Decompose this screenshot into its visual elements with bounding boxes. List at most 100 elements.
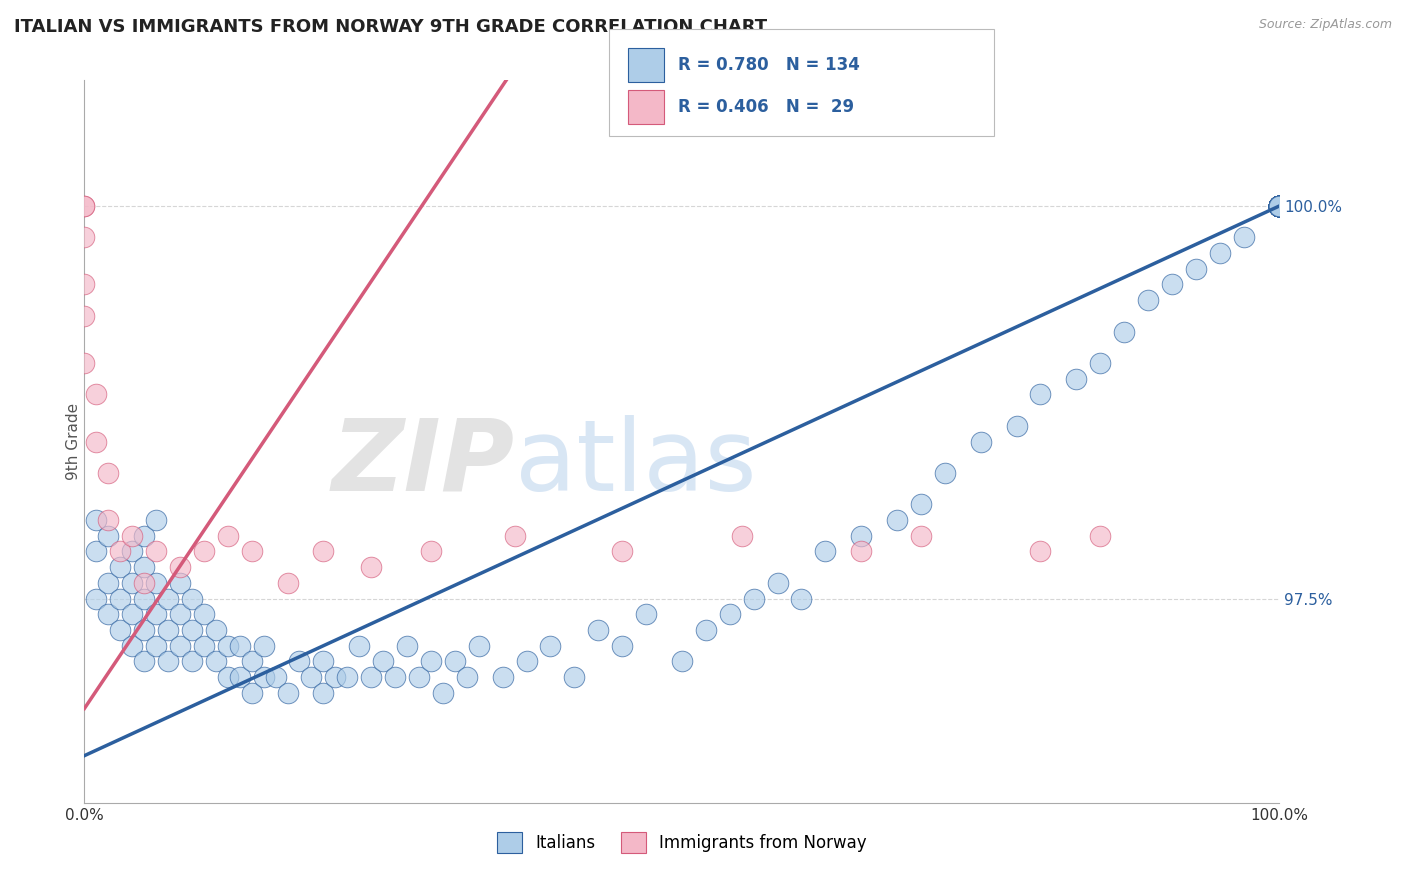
Point bbox=[886, 513, 908, 527]
Point bbox=[86, 513, 108, 527]
Point bbox=[814, 544, 837, 558]
Point bbox=[1268, 199, 1291, 213]
Point bbox=[217, 529, 239, 543]
Point bbox=[564, 670, 586, 684]
Point bbox=[1090, 356, 1112, 370]
Point bbox=[1268, 199, 1291, 213]
Point bbox=[145, 607, 167, 622]
Point bbox=[132, 655, 156, 669]
Point bbox=[229, 670, 252, 684]
Point bbox=[1268, 199, 1291, 213]
Point bbox=[910, 529, 932, 543]
Point bbox=[145, 575, 167, 590]
Point bbox=[205, 623, 228, 637]
Point bbox=[1268, 199, 1291, 213]
Text: ITALIAN VS IMMIGRANTS FROM NORWAY 9TH GRADE CORRELATION CHART: ITALIAN VS IMMIGRANTS FROM NORWAY 9TH GR… bbox=[14, 18, 768, 36]
Point bbox=[1268, 199, 1291, 213]
Point bbox=[1268, 199, 1291, 213]
Point bbox=[1268, 199, 1291, 213]
Point bbox=[169, 639, 191, 653]
Point bbox=[718, 607, 741, 622]
Point bbox=[1268, 199, 1291, 213]
Point bbox=[1268, 199, 1291, 213]
Point bbox=[1268, 199, 1291, 213]
Point bbox=[312, 686, 335, 700]
Point bbox=[97, 466, 120, 480]
Point bbox=[97, 529, 120, 543]
Point bbox=[132, 560, 156, 574]
Point bbox=[1268, 199, 1291, 213]
Point bbox=[1268, 199, 1291, 213]
Point bbox=[253, 670, 276, 684]
Point bbox=[1268, 199, 1291, 213]
Point bbox=[312, 544, 335, 558]
Point bbox=[731, 529, 754, 543]
Point bbox=[540, 639, 562, 653]
Point bbox=[73, 309, 96, 323]
Point bbox=[1233, 230, 1256, 244]
Point bbox=[1268, 199, 1291, 213]
Point bbox=[1268, 199, 1291, 213]
Point bbox=[1268, 199, 1291, 213]
Point bbox=[695, 623, 717, 637]
Text: Source: ZipAtlas.com: Source: ZipAtlas.com bbox=[1258, 18, 1392, 31]
Point bbox=[73, 199, 96, 213]
Point bbox=[336, 670, 359, 684]
Point bbox=[934, 466, 956, 480]
Point bbox=[360, 560, 382, 574]
Point bbox=[1268, 199, 1291, 213]
Point bbox=[1268, 199, 1291, 213]
Point bbox=[360, 670, 382, 684]
Point bbox=[396, 639, 419, 653]
Point bbox=[1066, 372, 1088, 386]
Point bbox=[97, 575, 120, 590]
Point bbox=[288, 655, 311, 669]
Point bbox=[110, 544, 132, 558]
Point bbox=[73, 277, 96, 292]
Point bbox=[73, 230, 96, 244]
Point bbox=[145, 513, 167, 527]
Point bbox=[132, 529, 156, 543]
Point bbox=[97, 607, 120, 622]
Point bbox=[121, 607, 143, 622]
Point bbox=[312, 655, 335, 669]
Point bbox=[169, 575, 191, 590]
Point bbox=[408, 670, 430, 684]
Point bbox=[1268, 199, 1291, 213]
Point bbox=[1114, 325, 1136, 339]
Point bbox=[1137, 293, 1160, 308]
Point bbox=[612, 639, 634, 653]
Point bbox=[851, 529, 873, 543]
Point bbox=[240, 655, 263, 669]
Point bbox=[790, 591, 813, 606]
Point bbox=[1268, 199, 1291, 213]
Point bbox=[910, 497, 932, 511]
Point bbox=[157, 591, 180, 606]
Point bbox=[193, 607, 215, 622]
Point bbox=[73, 356, 96, 370]
Point bbox=[157, 623, 180, 637]
Point bbox=[468, 639, 491, 653]
Point bbox=[1268, 199, 1291, 213]
Point bbox=[349, 639, 371, 653]
Point bbox=[132, 623, 156, 637]
Point bbox=[132, 575, 156, 590]
Point bbox=[229, 639, 252, 653]
Point bbox=[97, 513, 120, 527]
Point bbox=[240, 686, 263, 700]
Point bbox=[86, 434, 108, 449]
Point bbox=[1268, 199, 1291, 213]
Point bbox=[132, 591, 156, 606]
Point bbox=[671, 655, 693, 669]
Point bbox=[205, 655, 228, 669]
Point bbox=[86, 544, 108, 558]
Text: atlas: atlas bbox=[515, 415, 756, 512]
Point bbox=[1268, 199, 1291, 213]
Point bbox=[1268, 199, 1291, 213]
Text: ZIP: ZIP bbox=[332, 415, 515, 512]
Point bbox=[181, 655, 204, 669]
Point bbox=[742, 591, 765, 606]
Point bbox=[121, 544, 143, 558]
Point bbox=[253, 639, 276, 653]
Point bbox=[1209, 246, 1232, 260]
